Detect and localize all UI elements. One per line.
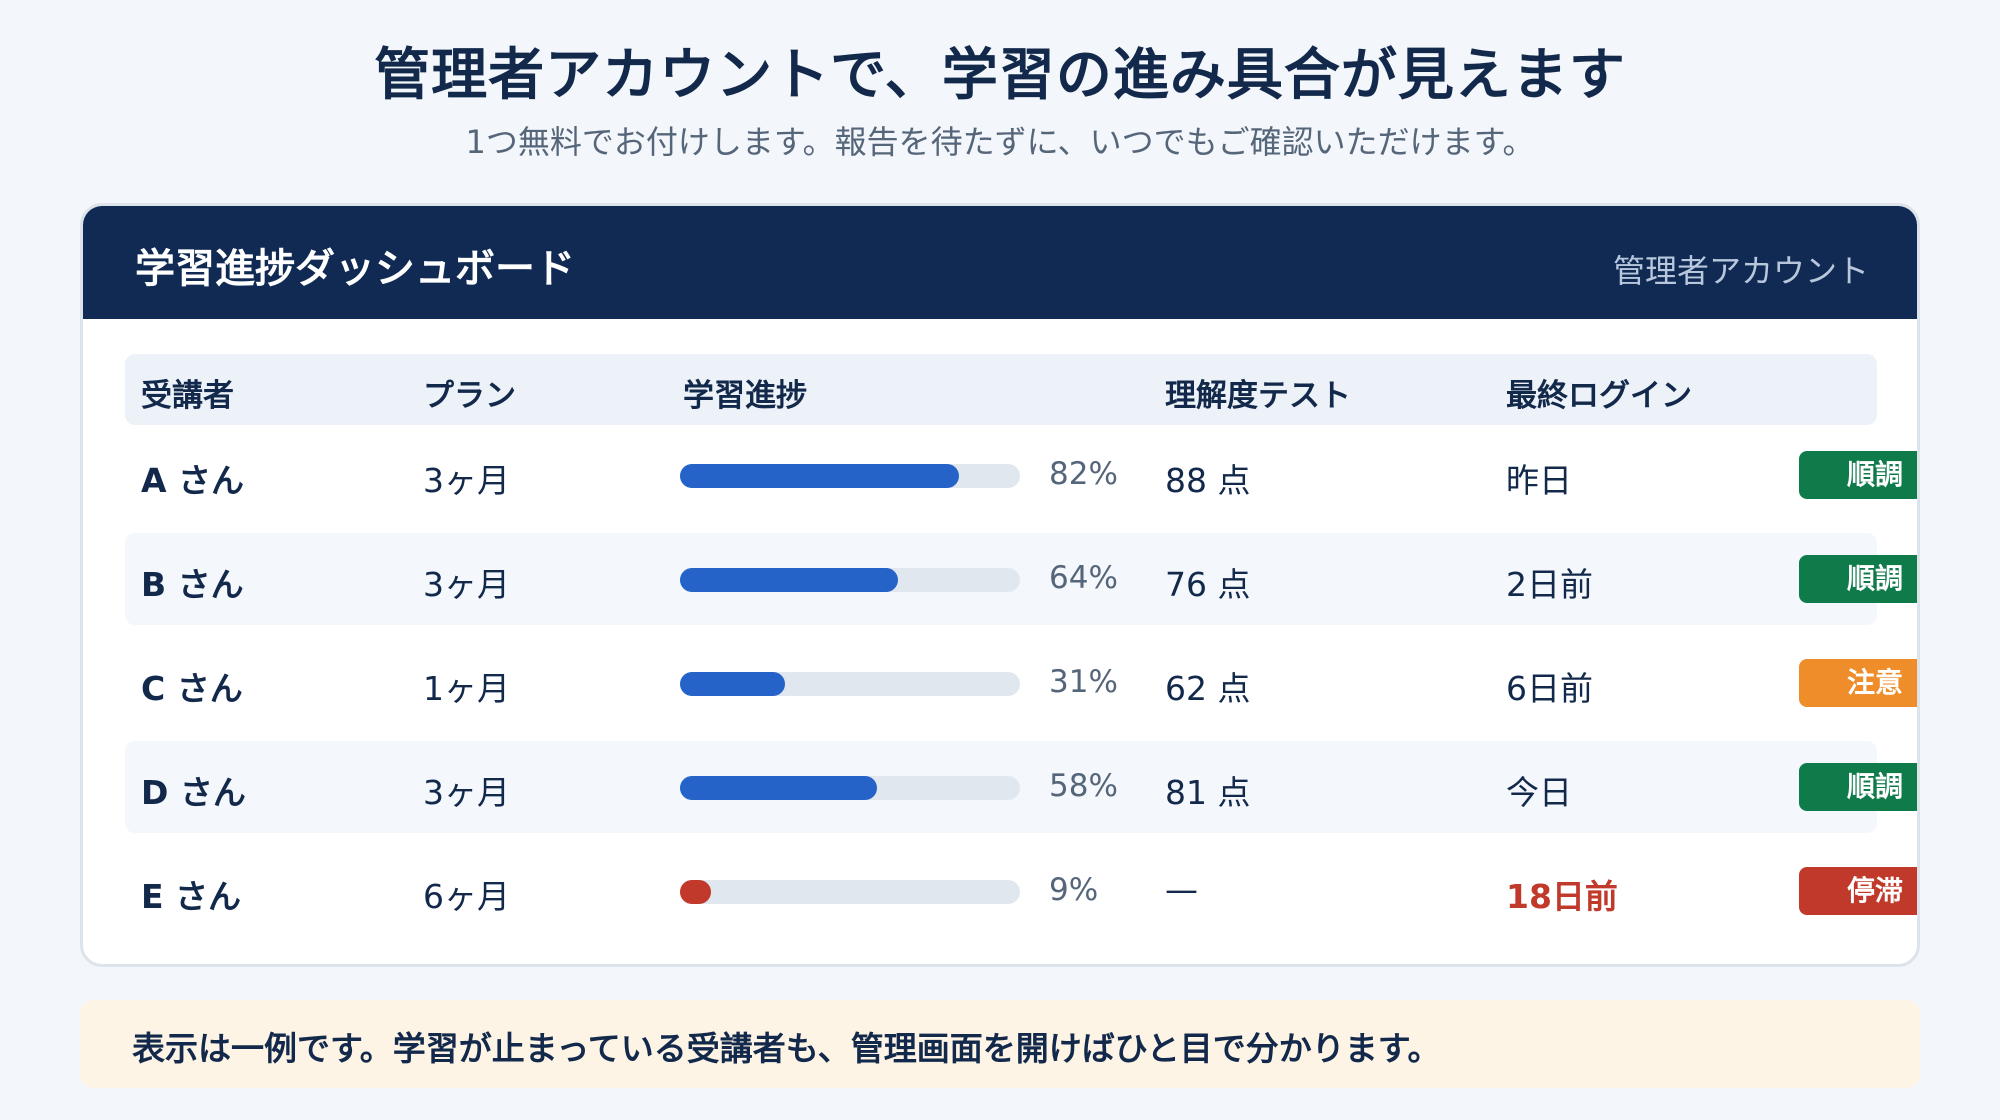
progress-bar bbox=[680, 776, 1020, 800]
table-row[interactable]: E さん 6ヶ月 9% — 18日前 停滞 bbox=[125, 845, 1917, 937]
learner-name: D さん bbox=[141, 773, 246, 812]
test-score: 88 点 bbox=[1165, 461, 1251, 500]
progress-bar-fill bbox=[680, 672, 785, 696]
plan-cell: 6ヶ月 bbox=[423, 877, 510, 916]
dashboard-header: 学習進捗ダッシュボード 管理者アカウント bbox=[83, 206, 1917, 319]
learner-name: A さん bbox=[141, 461, 245, 500]
column-header-plan: プラン bbox=[423, 378, 516, 414]
table-header: 受講者 プラン 学習進捗 理解度テスト 最終ログイン bbox=[125, 354, 1877, 425]
plan-cell: 3ヶ月 bbox=[423, 461, 510, 500]
test-score: 81 点 bbox=[1165, 773, 1251, 812]
plan-cell: 1ヶ月 bbox=[423, 669, 510, 708]
dashboard-card: 学習進捗ダッシュボード 管理者アカウント 受講者 プラン 学習進捗 理解度テスト… bbox=[80, 203, 1920, 967]
status-badge: 停滞 bbox=[1799, 867, 1917, 915]
column-header-progress: 学習進捗 bbox=[683, 378, 807, 414]
progress-percent: 58% bbox=[1049, 768, 1118, 804]
progress-bar bbox=[680, 672, 1020, 696]
progress-percent: 64% bbox=[1049, 560, 1118, 596]
last-login: 昨日 bbox=[1506, 461, 1572, 500]
last-login: 6日前 bbox=[1506, 669, 1593, 708]
progress-bar bbox=[680, 464, 1020, 488]
page-subline: 1つ無料でお付けします。報告を待たずに、いつでもご確認いただけます。 bbox=[465, 123, 1535, 161]
test-score: 76 点 bbox=[1165, 565, 1251, 604]
dashboard-title: 学習進捗ダッシュボード bbox=[135, 246, 575, 292]
table-row[interactable]: A さん 3ヶ月 82% 88 点 昨日 順調 bbox=[125, 429, 1917, 521]
test-score: 62 点 bbox=[1165, 669, 1251, 708]
status-badge: 順調 bbox=[1799, 451, 1917, 499]
last-login: 2日前 bbox=[1506, 565, 1593, 604]
status-badge: 注意 bbox=[1799, 659, 1917, 707]
table-row[interactable]: C さん 1ヶ月 31% 62 点 6日前 注意 bbox=[125, 637, 1917, 729]
column-header-last-login: 最終ログイン bbox=[1506, 378, 1692, 414]
plan-cell: 3ヶ月 bbox=[423, 773, 510, 812]
footnote-box: 表示は一例です。学習が止まっている受講者も、管理画面を開けばひと目で分かります。 bbox=[80, 1000, 1920, 1088]
progress-bar bbox=[680, 568, 1020, 592]
test-score: — bbox=[1165, 870, 1198, 909]
progress-bar-fill bbox=[680, 464, 959, 488]
footnote-text: 表示は一例です。学習が止まっている受講者も、管理画面を開けばひと目で分かります。 bbox=[132, 1029, 1441, 1068]
progress-bar-fill bbox=[680, 568, 898, 592]
last-login: 今日 bbox=[1506, 773, 1572, 812]
progress-percent: 31% bbox=[1049, 664, 1118, 700]
progress-bar-fill bbox=[680, 776, 877, 800]
status-badge: 順調 bbox=[1799, 763, 1917, 811]
progress-percent: 82% bbox=[1049, 456, 1118, 492]
column-header-test: 理解度テスト bbox=[1165, 378, 1351, 414]
progress-bar-fill bbox=[680, 880, 711, 904]
table-row[interactable]: D さん 3ヶ月 58% 81 点 今日 順調 bbox=[125, 741, 1917, 833]
learner-name: E さん bbox=[141, 877, 242, 916]
last-login: 18日前 bbox=[1506, 877, 1618, 916]
learner-name: C さん bbox=[141, 669, 243, 708]
admin-account-label: 管理者アカウント bbox=[1612, 252, 1869, 290]
progress-bar bbox=[680, 880, 1020, 904]
page-headline: 管理者アカウントで、学習の進み具合が見えます bbox=[374, 43, 1626, 108]
table-row[interactable]: B さん 3ヶ月 64% 76 点 2日前 順調 bbox=[125, 533, 1917, 625]
plan-cell: 3ヶ月 bbox=[423, 565, 510, 604]
column-header-learner: 受講者 bbox=[141, 378, 234, 414]
learner-name: B さん bbox=[141, 565, 244, 604]
status-badge: 順調 bbox=[1799, 555, 1917, 603]
progress-percent: 9% bbox=[1049, 872, 1099, 908]
